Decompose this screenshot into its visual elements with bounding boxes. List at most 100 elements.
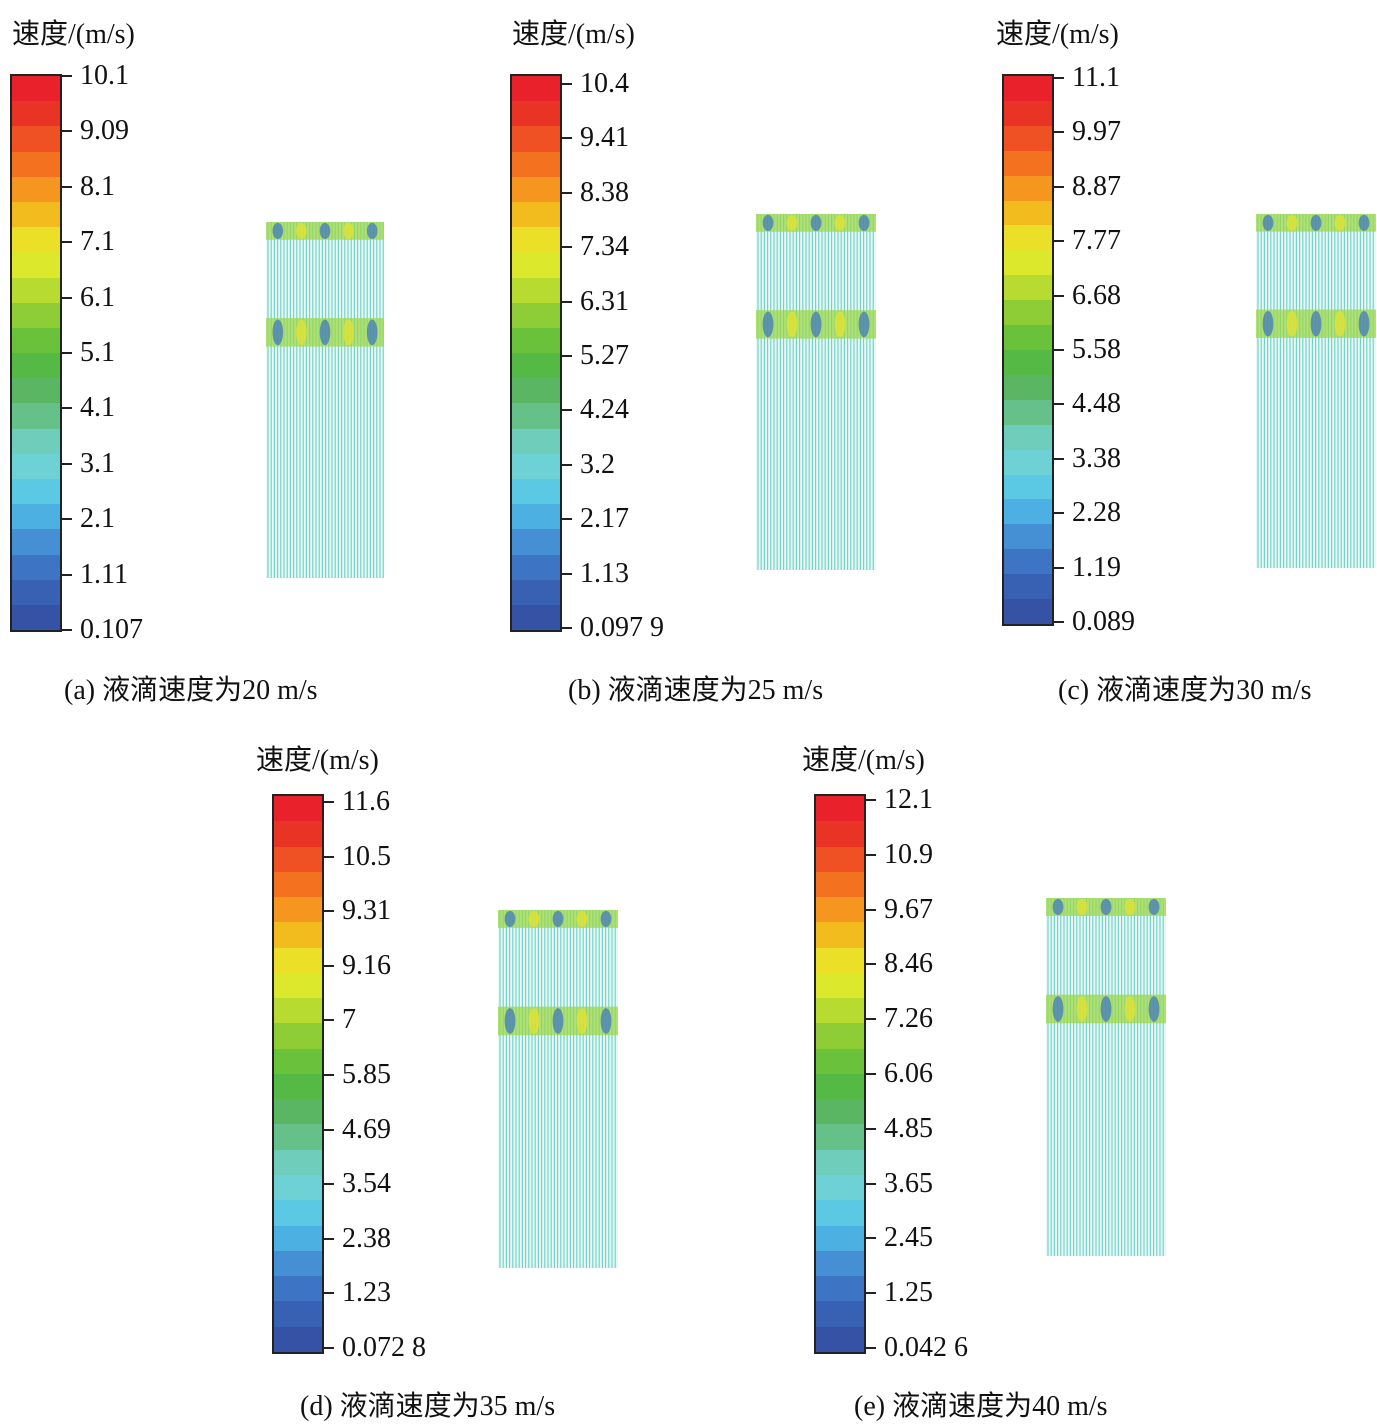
tick-mark — [864, 853, 876, 856]
colorbar-segment — [274, 1174, 322, 1201]
tick-label: 9.09 — [80, 115, 129, 147]
colorbar-segment — [512, 101, 560, 127]
tick-mark — [60, 407, 72, 410]
colorbar-segment — [816, 871, 864, 898]
vortex — [1262, 214, 1274, 231]
streamline-plot — [266, 222, 384, 578]
colorbar-segment — [1004, 200, 1052, 226]
vortex — [1076, 996, 1088, 1022]
tick-mark — [560, 83, 572, 85]
colorbar-segment — [816, 998, 864, 1024]
colorbar-segment — [1004, 449, 1052, 475]
tick-label: 9.31 — [342, 895, 391, 927]
colorbar-segment — [12, 227, 60, 253]
colorbar-segment — [816, 1048, 864, 1074]
vortex — [528, 910, 540, 928]
tick-mark — [322, 1074, 334, 1076]
vortex — [552, 1008, 564, 1034]
vortex — [762, 214, 774, 231]
vortex — [366, 319, 378, 346]
velocity-field — [1046, 898, 1166, 1256]
vortex — [1100, 898, 1112, 916]
colorbar-segment — [1004, 399, 1052, 425]
tick-mark — [322, 1237, 334, 1240]
streamline-plot — [498, 910, 618, 1268]
tick-label: 2.45 — [884, 1222, 933, 1254]
streamline-plot — [1046, 898, 1166, 1256]
caption: (d) 液滴速度为35 m/s — [300, 1391, 556, 1422]
caption: (b) 液滴速度为25 m/s — [568, 675, 824, 706]
tick-mark — [560, 300, 572, 303]
vortex — [272, 319, 284, 346]
tick-mark — [864, 1182, 876, 1185]
vortex — [1100, 996, 1112, 1022]
tick-label: 6.06 — [884, 1058, 933, 1089]
tick-label: 0.072 8 — [342, 1332, 426, 1363]
tick-label: 3.38 — [1072, 442, 1121, 474]
colorbar-segment — [12, 151, 60, 177]
tick-mark — [864, 1347, 876, 1349]
velocity-field — [1256, 214, 1376, 568]
colorbar-segment — [512, 554, 560, 580]
tick-label: 5.58 — [1072, 334, 1121, 365]
tick-mark — [864, 1292, 876, 1295]
colorbar-segment — [12, 101, 60, 127]
colorbar-segment — [12, 176, 60, 202]
vortex — [1052, 996, 1064, 1022]
colorbar-segment — [512, 151, 560, 177]
colorbar-segment — [512, 76, 560, 102]
colorbar-segment — [816, 796, 864, 822]
tick-mark — [60, 296, 72, 299]
tick-label: 1.23 — [342, 1277, 391, 1309]
colorbar-segment — [12, 327, 60, 354]
colorbar-segment — [274, 972, 322, 999]
colorbar-segment — [274, 1276, 322, 1302]
colorbar-segment — [512, 227, 560, 253]
vortex — [319, 222, 331, 239]
colorbar — [510, 74, 562, 632]
colorbar-segment — [1004, 225, 1052, 251]
colorbar-segment — [12, 529, 60, 555]
colorbar-segment — [1004, 474, 1052, 500]
vortex — [1076, 898, 1088, 916]
colorbar-segment — [12, 126, 60, 152]
colorbar-segment — [1004, 100, 1052, 126]
colorbar-unit-label: 速度/(m/s) — [512, 19, 635, 50]
caption: (c) 液滴速度为30 m/s — [1058, 675, 1312, 706]
colorbar-segment — [274, 1023, 322, 1049]
tick-mark — [60, 518, 72, 521]
tick-mark — [322, 910, 334, 913]
colorbar-segment — [512, 252, 560, 278]
colorbar-unit-label: 速度/(m/s) — [802, 745, 925, 776]
vortex — [810, 311, 822, 338]
colorbar-segment — [1004, 76, 1052, 101]
colorbar-segment — [274, 1301, 322, 1327]
tick-label: 6.31 — [580, 285, 629, 317]
vortex — [504, 1008, 516, 1034]
vortex — [272, 222, 284, 239]
colorbar-segment — [512, 378, 560, 404]
vortex — [786, 311, 798, 338]
colorbar-segment — [12, 579, 60, 605]
tick-mark — [560, 137, 572, 140]
vortex — [762, 311, 774, 338]
colorbar-unit-label: 速度/(m/s) — [12, 19, 135, 50]
tick-label: 0.042 6 — [884, 1332, 968, 1363]
colorbar-segment — [816, 1250, 864, 1277]
colorbar-segment — [512, 403, 560, 429]
colorbar-segment — [1004, 175, 1052, 201]
vortex — [1334, 310, 1346, 337]
colorbar-segment — [274, 1099, 322, 1125]
tick-label: 1.25 — [884, 1277, 933, 1309]
tick-mark — [1052, 457, 1064, 460]
colorbar-segment — [816, 1301, 864, 1327]
colorbar-segment — [274, 1250, 322, 1277]
vortex — [1286, 310, 1298, 337]
colorbar — [814, 794, 866, 1354]
colorbar-segment — [274, 1149, 322, 1175]
streamline-plot — [1256, 214, 1376, 568]
tick-mark — [560, 627, 572, 629]
colorbar-segment — [816, 1200, 864, 1226]
tick-mark — [1052, 77, 1064, 79]
tick-label: 10.4 — [580, 68, 629, 99]
